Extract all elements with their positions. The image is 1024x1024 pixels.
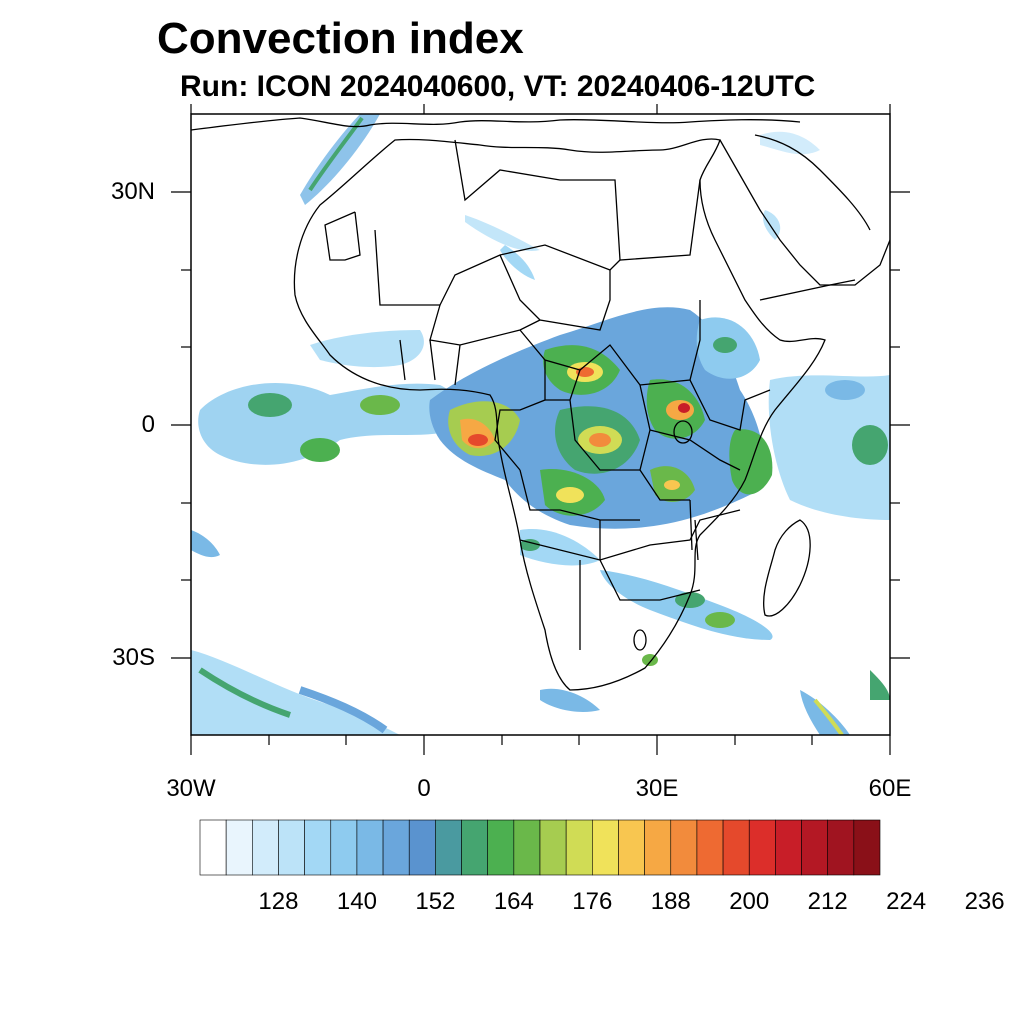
colorbar-tick-label: 212	[807, 888, 848, 915]
colorbar-tick-label: 140	[336, 888, 377, 915]
lon-label-0: 0	[417, 775, 431, 802]
colorbar-swatch	[670, 819, 698, 876]
colorbar-tick-label: 128	[258, 888, 299, 915]
colorbar-tick-label: 236	[964, 888, 1005, 915]
coastlines	[191, 117, 890, 691]
colorbar-swatch	[748, 819, 776, 876]
lon-label-30e: 30E	[635, 775, 679, 802]
colorbar-swatch	[513, 819, 541, 876]
colorbar-swatch	[644, 819, 672, 876]
convection-field	[191, 114, 890, 735]
colorbar-swatch	[408, 819, 436, 876]
chart-subtitle: Run: ICON 2024040600, VT: 20240406-12UTC	[180, 70, 816, 103]
colorbar-swatch	[618, 819, 645, 876]
colorbar-tick-label: 224	[886, 888, 927, 915]
colorbar-swatch	[565, 819, 593, 876]
colorbar-swatch	[199, 819, 227, 876]
colorbar-swatch	[592, 819, 619, 876]
colorbar-swatch	[356, 819, 384, 876]
colorbar	[199, 819, 881, 876]
colorbar-tick-label: 188	[650, 888, 691, 915]
axis-ticks	[171, 104, 910, 755]
lat-label-0: 0	[141, 411, 155, 438]
lat-label-30n: 30N	[110, 178, 155, 205]
colorbar-swatch	[539, 819, 567, 876]
colorbar-swatch	[696, 819, 724, 876]
colorbar-swatch	[853, 819, 881, 876]
colorbar-swatch	[722, 819, 750, 876]
colorbar-swatch	[801, 819, 828, 876]
colorbar-swatch	[304, 819, 332, 876]
lon-label-30w: 30W	[166, 775, 216, 802]
colorbar-tick-label: 176	[572, 888, 613, 915]
lon-label-60e: 60E	[868, 775, 912, 802]
colorbar-swatch	[252, 819, 279, 876]
colorbar-tick-label: 164	[493, 888, 534, 915]
colorbar-swatch	[775, 819, 802, 876]
colorbar-swatch	[382, 819, 410, 876]
lat-label-30s: 30S	[112, 644, 155, 671]
colorbar-tick-label: 152	[415, 888, 456, 915]
colorbar-swatch	[435, 819, 462, 876]
colorbar-swatch	[487, 819, 515, 876]
chart-title: Convection index	[157, 14, 524, 63]
colorbar-swatch	[461, 819, 488, 876]
colorbar-swatch	[330, 819, 358, 876]
colorbar-swatch	[278, 819, 305, 876]
colorbar-swatch	[225, 819, 253, 876]
colorbar-swatch	[827, 819, 855, 876]
colorbar-tick-label: 200	[729, 888, 770, 915]
